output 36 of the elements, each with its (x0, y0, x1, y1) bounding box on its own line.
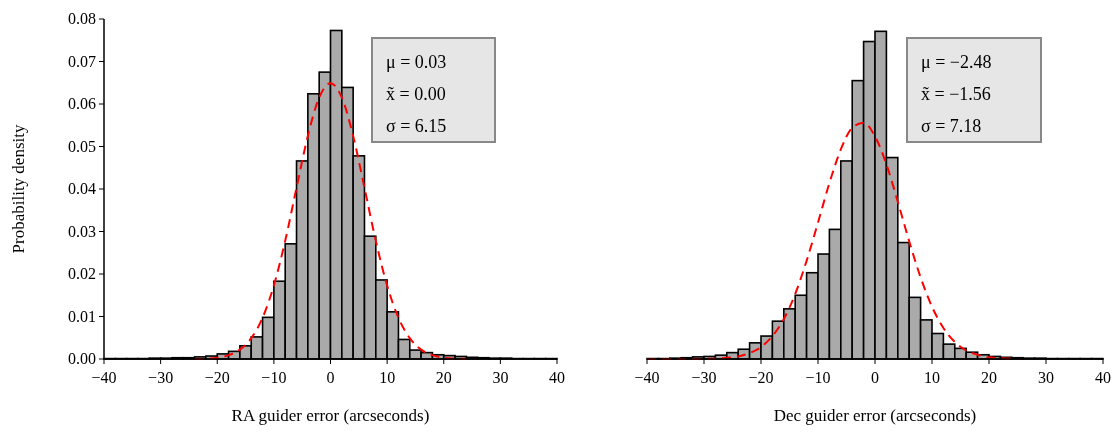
x-tick-label: 30 (1038, 369, 1054, 386)
x-tick-label: 40 (1095, 369, 1111, 386)
y-tick-label: 0.03 (68, 222, 96, 240)
x-tick-label: 20 (435, 369, 452, 386)
x-tick-label: −20 (748, 369, 774, 386)
x-tick-label: −40 (91, 369, 117, 386)
y-axis-title: Probability density (9, 124, 28, 254)
y-tick-label: 0.01 (68, 307, 96, 325)
x-tick-label: −10 (805, 369, 831, 386)
y-tick-label: 0.06 (68, 95, 96, 112)
x-tick-label: −20 (204, 369, 230, 386)
x-tick-label: −30 (148, 369, 174, 386)
x-tick-label: 40 (549, 369, 565, 386)
x-tick-label: −10 (261, 369, 287, 386)
x-tick-label: 20 (981, 369, 997, 386)
y-tick-label: 0.00 (68, 350, 96, 367)
x-tick-label: 10 (924, 369, 940, 386)
annotation: μ = −2.48 (921, 52, 992, 72)
annotation: σ = 6.15 (386, 116, 447, 136)
y-tick-label: 0.07 (68, 52, 96, 70)
annotation: x̃ = −1.56 (921, 84, 991, 104)
y-tick-label: 0.08 (68, 10, 96, 27)
x-tick-label: 10 (379, 369, 396, 386)
annotation: μ = 0.03 (386, 52, 447, 72)
annotation: σ = 7.18 (921, 116, 982, 136)
y-tick-label: 0.02 (68, 265, 96, 282)
x-tick-label: 30 (492, 369, 509, 386)
x-tick-label: −40 (634, 369, 660, 386)
x-axis-title: RA guider error (arcseconds) (231, 406, 430, 425)
y-tick-label: 0.04 (68, 180, 96, 197)
x-tick-label: −30 (691, 369, 717, 386)
x-tick-label: 0 (326, 369, 335, 386)
x-tick-label: 0 (871, 369, 879, 386)
x-axis-title: Dec guider error (arcseconds) (773, 406, 977, 425)
y-tick-label: 0.05 (68, 137, 96, 155)
annotation: x̃ = 0.00 (386, 84, 446, 104)
